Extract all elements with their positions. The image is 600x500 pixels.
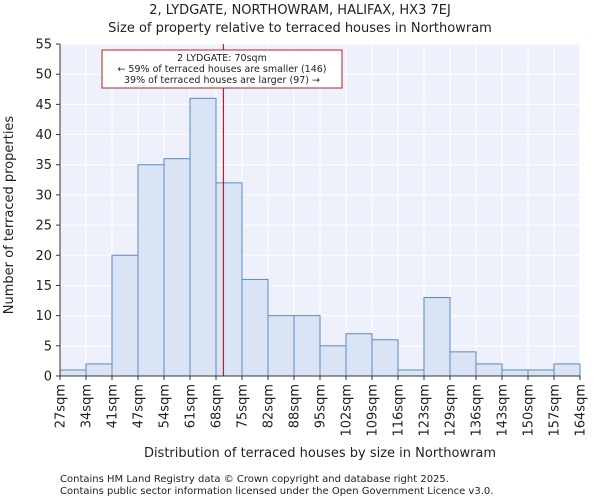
x-axis-label: Distribution of terraced houses by size … — [144, 446, 496, 461]
x-tick-label: 75sqm — [236, 384, 251, 428]
footer-line-1: Contains HM Land Registry data © Crown c… — [60, 474, 449, 485]
y-tick-label: 5 — [44, 339, 52, 354]
y-tick-label: 0 — [44, 370, 52, 385]
y-tick-label: 35 — [35, 158, 52, 173]
bar — [189, 97, 217, 377]
x-tick-label: 88sqm — [288, 384, 303, 428]
x-tick-label: 157sqm — [548, 384, 563, 437]
y-tick-label: 45 — [35, 98, 52, 113]
x-tick-label: 27sqm — [54, 384, 69, 428]
y-tick-label: 25 — [35, 219, 52, 234]
x-tick-label: 129sqm — [444, 384, 459, 437]
x-tick-label: 150sqm — [522, 384, 537, 437]
bar — [449, 351, 477, 377]
annotation-line-1: 2 LYDGATE: 70sqm — [177, 53, 267, 64]
y-axis-label: Number of terraced properties — [2, 116, 17, 315]
x-tick-label: 164sqm — [574, 384, 589, 437]
y-tick-label: 20 — [35, 249, 52, 264]
y-axis-ticks: 0 5 10 15 20 25 30 35 40 45 50 55 — [35, 38, 60, 385]
x-tick-label: 116sqm — [392, 384, 407, 437]
x-axis-ticks: 27sqm 34sqm 41sqm 47sqm 54sqm 61sqm 68sqm 75sqm… — [54, 376, 589, 437]
x-tick-label: 95sqm — [314, 384, 329, 428]
y-tick-label: 55 — [35, 38, 52, 53]
bar — [553, 363, 581, 377]
bar — [85, 363, 113, 377]
bar — [397, 369, 425, 377]
bar — [475, 363, 503, 377]
bar — [319, 345, 347, 377]
bar — [293, 315, 321, 377]
bar — [501, 369, 529, 377]
bar — [163, 158, 191, 377]
bar — [137, 164, 165, 377]
x-tick-label: 61sqm — [184, 384, 199, 428]
bar — [111, 254, 139, 377]
y-tick-label: 40 — [35, 128, 52, 143]
bar — [215, 182, 243, 377]
y-tick-label: 15 — [35, 279, 52, 294]
annotation-border — [101, 49, 343, 89]
bar — [241, 278, 269, 377]
bar — [345, 333, 373, 377]
x-tick-label: 123sqm — [418, 384, 433, 437]
bars-group — [59, 97, 581, 377]
x-tick-label: 102sqm — [340, 384, 355, 437]
x-tick-label: 143sqm — [496, 384, 511, 437]
bar — [267, 315, 295, 377]
annotation-box: 2 LYDGATE: 70sqm ← 59% of terraced house… — [101, 49, 343, 89]
bar — [527, 369, 555, 377]
y-tick-label: 10 — [35, 309, 52, 324]
x-tick-label: 34sqm — [80, 384, 95, 428]
x-tick-label: 82sqm — [262, 384, 277, 428]
x-tick-label: 54sqm — [158, 384, 173, 428]
chart-subtitle: Size of property relative to terraced ho… — [108, 21, 492, 36]
bar — [371, 339, 399, 377]
y-tick-label: 50 — [35, 68, 52, 83]
x-tick-label: 68sqm — [210, 384, 225, 428]
x-tick-label: 109sqm — [366, 384, 381, 437]
y-tick-label: 30 — [35, 188, 52, 203]
annotation-line-2: ← 59% of terraced houses are smaller (14… — [117, 64, 326, 75]
bar — [423, 297, 451, 377]
annotation-line-3: 39% of terraced houses are larger (97) → — [124, 75, 320, 86]
bar — [59, 369, 87, 377]
footer-line-2: Contains public sector information licen… — [60, 486, 493, 497]
x-tick-label: 41sqm — [106, 384, 121, 428]
x-tick-label: 47sqm — [132, 384, 147, 428]
chart-title: 2, LYDGATE, NORTHOWRAM, HALIFAX, HX3 7EJ — [149, 3, 451, 18]
x-tick-label: 136sqm — [470, 384, 485, 437]
